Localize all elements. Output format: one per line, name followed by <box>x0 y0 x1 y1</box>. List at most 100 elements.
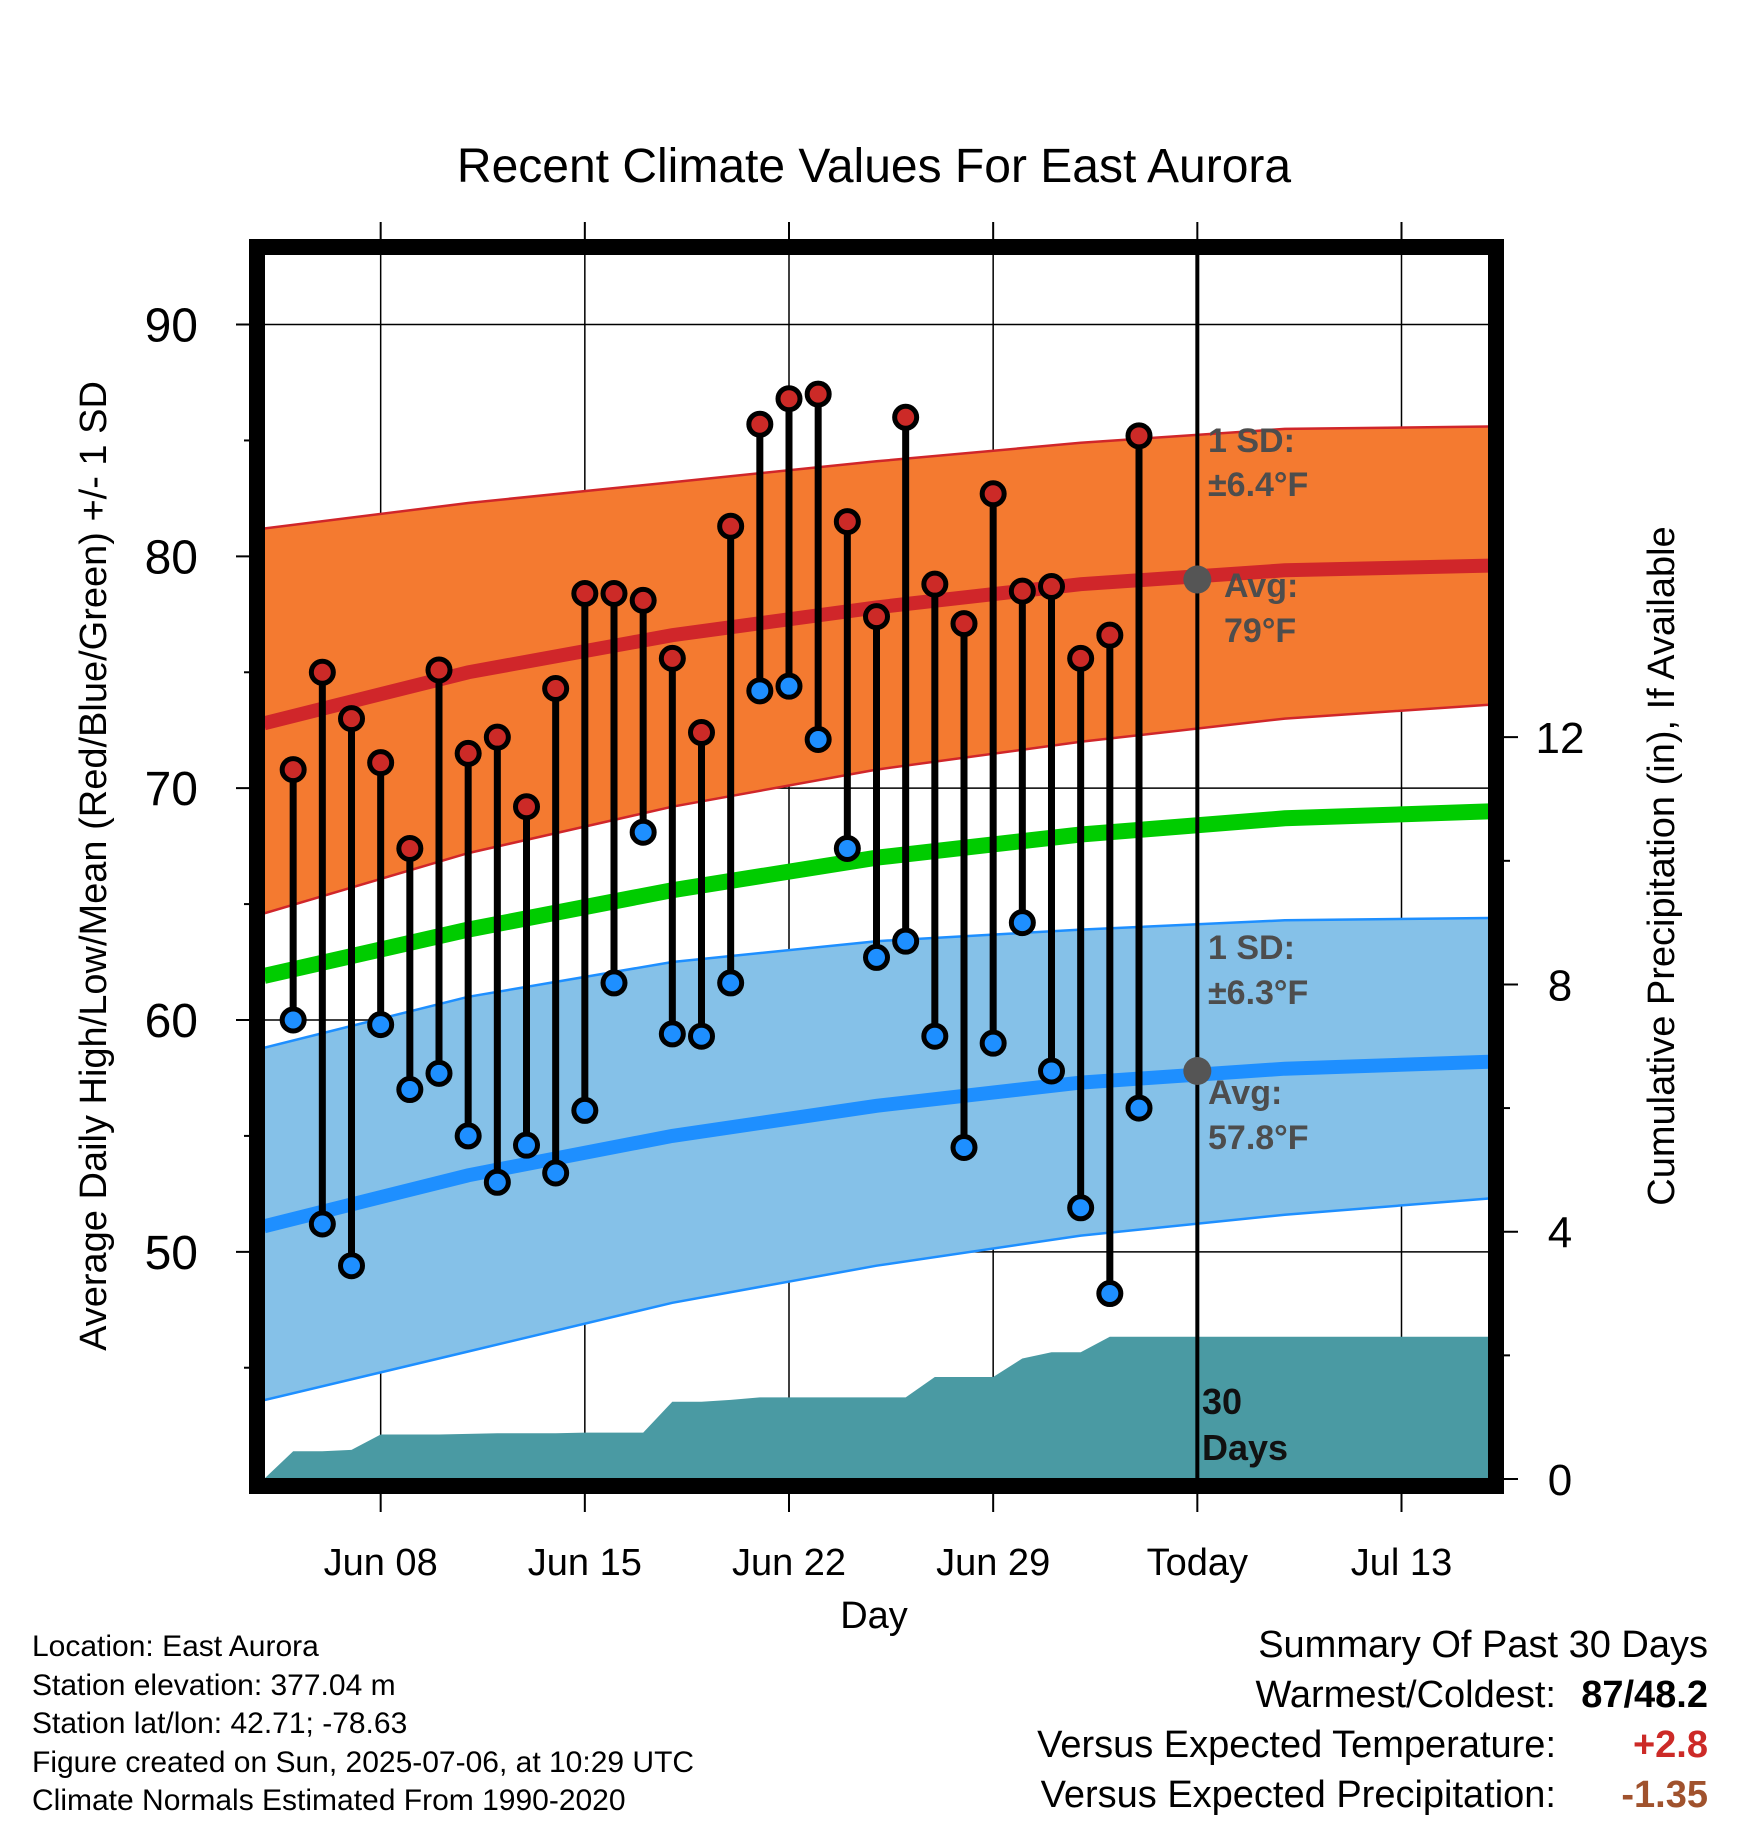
daily-low-point <box>454 1122 482 1150</box>
low-sd-label: 1 SD: <box>1208 929 1295 967</box>
y2-tick-label: 4 <box>1548 1209 1572 1258</box>
daily-low-point <box>425 1059 453 1087</box>
daily-low-point <box>804 726 832 753</box>
low-avg-value: 57.8°F <box>1208 1119 1309 1157</box>
daily-high-point <box>542 675 570 702</box>
daily-low-point <box>775 672 803 700</box>
low-sd-band <box>264 918 1489 1401</box>
high-avg-label: Avg: <box>1224 567 1298 605</box>
warmest-coldest-value: 87/48.2 <box>1580 1670 1708 1720</box>
daily-low-point <box>950 1134 978 1161</box>
x-axis-label: Day <box>840 1595 908 1637</box>
daily-high-point <box>513 793 540 821</box>
daily-low-point <box>571 1096 599 1124</box>
summary-panel: Summary Of Past 30 Days Warmest/Coldest:… <box>1037 1620 1708 1820</box>
precip-label: Versus Expected Precipitation: <box>1040 1774 1556 1816</box>
daily-low-point <box>833 834 861 862</box>
temp-value: +2.8 <box>1632 1724 1708 1766</box>
low-avg-label: Avg: <box>1208 1074 1282 1112</box>
station-info: Location: East Aurora Station elevation:… <box>32 1628 694 1821</box>
daily-high-point <box>863 603 890 631</box>
daily-high-point <box>1067 644 1095 672</box>
daily-high-point <box>425 656 453 684</box>
summary-precip-row: Versus Expected Precipitation: -1.35 <box>1037 1770 1708 1820</box>
daily-high-point <box>775 385 803 413</box>
precip-cumulative-area <box>264 1336 1489 1479</box>
daily-high-point <box>338 705 365 733</box>
daily-low-point <box>1067 1194 1095 1222</box>
warmest-label: Warmest/Coldest: <box>1255 1674 1556 1716</box>
latlon-text: Station lat/lon: 42.71; -78.63 <box>32 1707 408 1740</box>
y-tick-label: 70 <box>145 763 198 816</box>
daily-high-point <box>396 834 424 862</box>
normals-text: Climate Normals Estimated From 1990-2020 <box>32 1784 626 1817</box>
daily-high-point <box>1096 621 1124 649</box>
high-sd-upper-line <box>264 425 1489 530</box>
low-sd-value: ±6.3°F <box>1208 974 1308 1012</box>
daily-low-point <box>863 943 890 971</box>
coldest-value: 48.2 <box>1634 1674 1708 1716</box>
daily-low-point <box>658 1020 686 1048</box>
daily-high-point <box>1125 422 1153 450</box>
daily-high-point <box>308 658 336 686</box>
chart-title: Recent Climate Values For East Aurora <box>457 140 1291 193</box>
y-tick-label: 50 <box>145 1227 198 1280</box>
daily-high-point <box>833 508 861 536</box>
y-axis-label: Average Daily High/Low/Mean (Red/Blue/Gr… <box>73 381 115 1351</box>
x-tick-label: Jun 29 <box>936 1542 1050 1584</box>
x-tick-label: Jul 13 <box>1351 1542 1452 1584</box>
daily-high-point <box>746 410 774 438</box>
daily-high-point <box>950 610 978 638</box>
daily-high-point <box>804 380 832 408</box>
summary-temp-row: Versus Expected Temperature: +2.8 <box>1037 1720 1708 1770</box>
daily-low-point <box>367 1011 395 1039</box>
daily-high-point <box>688 719 715 747</box>
daily-high-point <box>979 480 1007 508</box>
today-avg-low-point <box>1183 1057 1212 1085</box>
daily-high-point <box>717 512 745 540</box>
y2-tick-label: 8 <box>1548 961 1572 1010</box>
daily-high-point <box>367 749 395 777</box>
y-tick-label: 80 <box>145 531 198 584</box>
daily-low-point <box>542 1159 570 1187</box>
daily-low-point <box>483 1168 511 1196</box>
low-sd-lower-line <box>264 1197 1489 1402</box>
elevation-text: Station elevation: 377.04 m <box>32 1668 396 1702</box>
high-sd-value: ±6.4°F <box>1208 466 1308 504</box>
daily-low-point <box>688 1022 715 1050</box>
daily-high-point <box>600 579 628 607</box>
daily-high-point <box>571 579 599 607</box>
daily-high-point <box>892 403 920 431</box>
y2-tick-label: 12 <box>1536 714 1585 763</box>
daily-low-point <box>892 927 920 955</box>
normal-low-line <box>264 1054 1489 1234</box>
daily-high-point <box>921 570 949 598</box>
daily-low-point <box>279 1006 307 1034</box>
daily-low-point <box>1008 909 1036 937</box>
temp-label: Versus Expected Temperature: <box>1037 1724 1556 1766</box>
daily-high-point <box>483 723 511 751</box>
y-tick-label: 90 <box>145 300 198 353</box>
summary-title: Summary Of Past 30 Days <box>1258 1624 1708 1666</box>
daily-low-point <box>921 1022 949 1050</box>
daily-high-point <box>279 756 307 784</box>
high-sd-label: 1 SD: <box>1208 422 1295 460</box>
daily-low-point <box>396 1076 424 1104</box>
warmest-coldest-separator: / <box>1623 1674 1635 1716</box>
daily-high-point <box>658 644 686 672</box>
y-tick-label: 60 <box>145 995 198 1048</box>
plot-frame <box>249 239 1504 1494</box>
daily-low-point <box>1038 1057 1065 1085</box>
daily-high-point <box>629 586 657 614</box>
daily-low-point <box>600 969 628 997</box>
daily-low-point <box>979 1029 1007 1057</box>
daily-low-point <box>629 818 657 846</box>
today-avg-high-point <box>1183 565 1212 594</box>
period-label-days: Days <box>1202 1427 1288 1468</box>
daily-high-point <box>1008 577 1036 605</box>
y2-axis-label: Cumulative Precipitation (in), If Availa… <box>1641 526 1683 1205</box>
precip-value: -1.35 <box>1621 1774 1708 1816</box>
daily-high-point <box>1038 573 1065 600</box>
daily-low-point <box>717 969 745 997</box>
daily-low-point <box>1125 1094 1153 1122</box>
